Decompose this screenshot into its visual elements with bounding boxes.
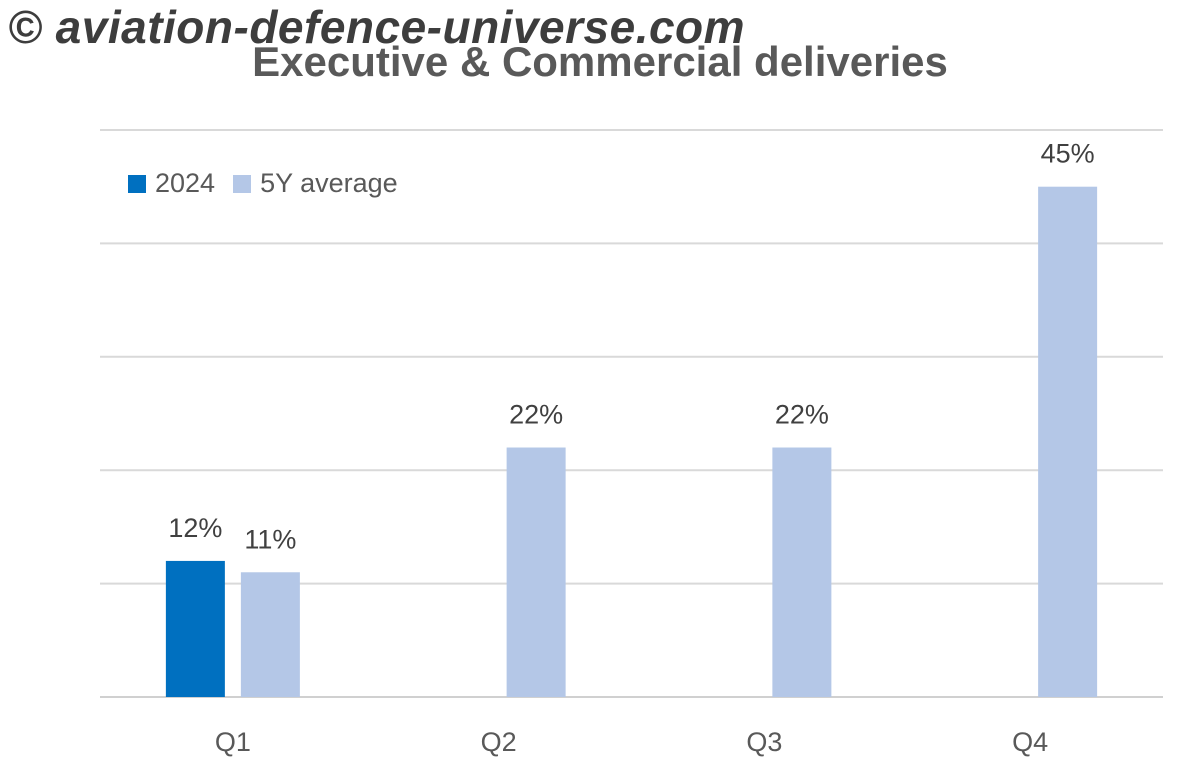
chart-title: Executive & Commercial deliveries (252, 38, 948, 85)
legend-label-2024: 2024 (155, 168, 216, 198)
bar-5y-average-q3 (772, 447, 832, 697)
data-label-5y-average-q4: 45% (1041, 139, 1095, 169)
data-label-5y-average-q1: 11% (244, 524, 296, 554)
data-label-5y-average-q2: 22% (509, 400, 563, 430)
legend-swatch-5y-average (233, 174, 252, 193)
watermark: © aviation-defence-universe.com (8, 1, 746, 53)
legend-label-5y-average: 5Y average (260, 168, 398, 198)
chart-legend: 2024 5Y average (128, 168, 416, 199)
x-tick-label-q3: Q3 (746, 727, 782, 757)
data-label-2024-q1: 12% (168, 513, 222, 543)
legend-item-2024: 2024 (128, 168, 215, 199)
x-tick-label-q4: Q4 (1012, 727, 1048, 757)
x-tick-label-q2: Q2 (481, 727, 517, 757)
bar-5y-average-q2 (506, 447, 566, 697)
legend-swatch-2024 (128, 174, 146, 193)
data-label-5y-average-q3: 22% (775, 400, 829, 430)
legend-item-5y-average: 5Y average (233, 168, 398, 199)
bar-2024-q1 (165, 560, 225, 697)
bar-5y-average-q4 (1038, 186, 1098, 697)
bar-5y-average-q1 (240, 572, 300, 697)
x-tick-label-q1: Q1 (215, 727, 251, 757)
